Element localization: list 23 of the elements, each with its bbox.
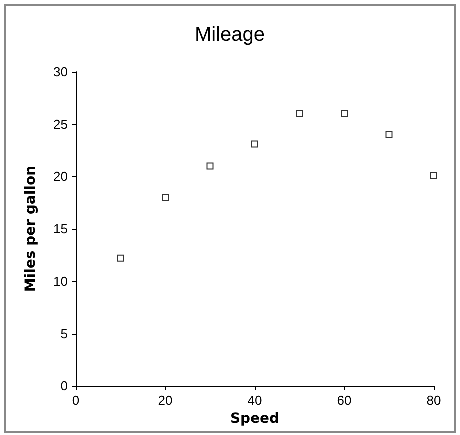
point xyxy=(206,162,214,170)
y-tick-label: 15 xyxy=(54,222,68,237)
point xyxy=(252,140,258,148)
point xyxy=(162,194,169,202)
y-tick-label: 30 xyxy=(54,64,68,80)
y-axis-title: Miles per gallon xyxy=(23,166,39,292)
y-tick-label: 0 xyxy=(60,378,68,394)
y-tick-label: 25 xyxy=(54,116,68,132)
y-tick-label: 20 xyxy=(54,169,68,184)
point xyxy=(117,254,124,262)
x-tick-label: 40 xyxy=(248,393,262,408)
chart-title: Mileage xyxy=(194,24,266,46)
x-tick-label: 20 xyxy=(158,393,173,408)
x-tick-label: 80 xyxy=(426,393,442,408)
y-tick-label: 10 xyxy=(54,274,68,289)
y-tick-label: 5 xyxy=(60,326,68,342)
x-tick-label: 60 xyxy=(337,393,352,408)
x-tick-label: 0 xyxy=(72,393,80,408)
point xyxy=(386,131,393,138)
point xyxy=(296,110,304,118)
point xyxy=(341,110,348,118)
point xyxy=(430,172,438,180)
x-axis-title: Speed xyxy=(230,411,280,427)
